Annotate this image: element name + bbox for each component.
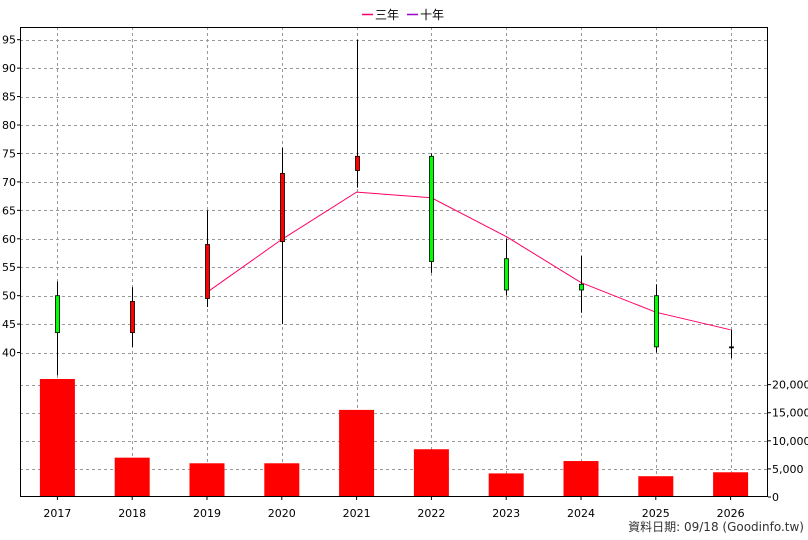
volume-bar — [39, 379, 75, 497]
volume-tick-label: 0 — [772, 491, 779, 504]
candle-body — [280, 172, 285, 243]
candle-body — [579, 283, 584, 291]
volume-tick-label: 10,000 — [772, 435, 808, 448]
series-line — [206, 191, 731, 331]
candle — [429, 153, 434, 273]
x-tick-label: 2024 — [567, 507, 595, 520]
volume-bar — [114, 457, 150, 497]
volume-bar — [339, 409, 375, 497]
candle — [579, 255, 584, 313]
volume-bar — [413, 449, 449, 497]
legend-label-3yr: 三年 — [375, 8, 399, 22]
volume-tick-label: 5,000 — [772, 463, 804, 476]
volume-bar — [713, 472, 749, 497]
price-tick-label: 65 — [2, 204, 16, 217]
volume-bar — [488, 473, 524, 497]
price-tick-label: 95 — [2, 34, 16, 47]
x-tick-label: 2026 — [717, 507, 745, 520]
price-tick-label: 55 — [2, 261, 16, 274]
candle — [355, 39, 360, 188]
volume-axis: 0 5,000 10,000 15,000 20,000 — [768, 379, 808, 504]
candle — [504, 238, 509, 296]
volume-bar — [563, 461, 599, 497]
plot-frame — [20, 27, 768, 497]
volume-bar — [264, 463, 300, 497]
price-tick-label: 40 — [2, 347, 16, 360]
volume-tick-label: 20,000 — [772, 379, 808, 392]
x-axis: 2017 2018 2019 2020 2021 2022 2023 2024 2025 2026 — [43, 497, 745, 520]
footer-source: 資料日期: 09/18 (Goodinfo.tw) — [628, 520, 804, 534]
candle-body — [205, 244, 210, 299]
candle — [654, 284, 659, 353]
price-tick-label: 45 — [2, 318, 16, 331]
candle-body — [729, 346, 734, 349]
legend-label-10yr: 十年 — [420, 8, 444, 22]
candle-body — [55, 295, 60, 334]
candlesticks — [55, 39, 734, 376]
grid — [20, 27, 768, 497]
price-tick-label: 90 — [2, 62, 16, 75]
candle — [280, 147, 285, 325]
candle-body — [429, 155, 434, 262]
candle-body — [355, 155, 360, 171]
volume-tick-label: 15,000 — [772, 407, 808, 420]
x-tick-label: 2021 — [343, 507, 371, 520]
x-tick-label: 2019 — [193, 507, 221, 520]
volume-bar — [189, 463, 225, 497]
candle — [130, 287, 135, 347]
price-tick-label: 70 — [2, 176, 16, 189]
candle — [729, 329, 734, 359]
price-tick-label: 60 — [2, 233, 16, 246]
plot-border — [20, 27, 768, 497]
candle — [205, 210, 210, 308]
legend: 三年 十年 — [362, 8, 444, 22]
price-tick-label: 80 — [2, 119, 16, 132]
volume-bar — [638, 476, 674, 497]
x-tick-label: 2023 — [492, 507, 520, 520]
price-tick-label: 50 — [2, 290, 16, 303]
x-tick-label: 2025 — [642, 507, 670, 520]
candle-body — [504, 258, 509, 291]
x-tick-label: 2022 — [417, 507, 445, 520]
price-tick-label: 85 — [2, 91, 16, 104]
price-tick-label: 75 — [2, 147, 16, 160]
x-tick-label: 2017 — [43, 507, 71, 520]
candle-body — [654, 295, 659, 348]
candle — [55, 281, 60, 376]
volume-bars — [39, 379, 749, 497]
price-axis: 40 45 50 55 60 65 70 75 80 85 90 95 — [2, 34, 20, 360]
candle-body — [130, 300, 135, 334]
x-tick-label: 2018 — [118, 507, 146, 520]
x-tick-label: 2020 — [268, 507, 296, 520]
three-year-line — [206, 191, 731, 331]
